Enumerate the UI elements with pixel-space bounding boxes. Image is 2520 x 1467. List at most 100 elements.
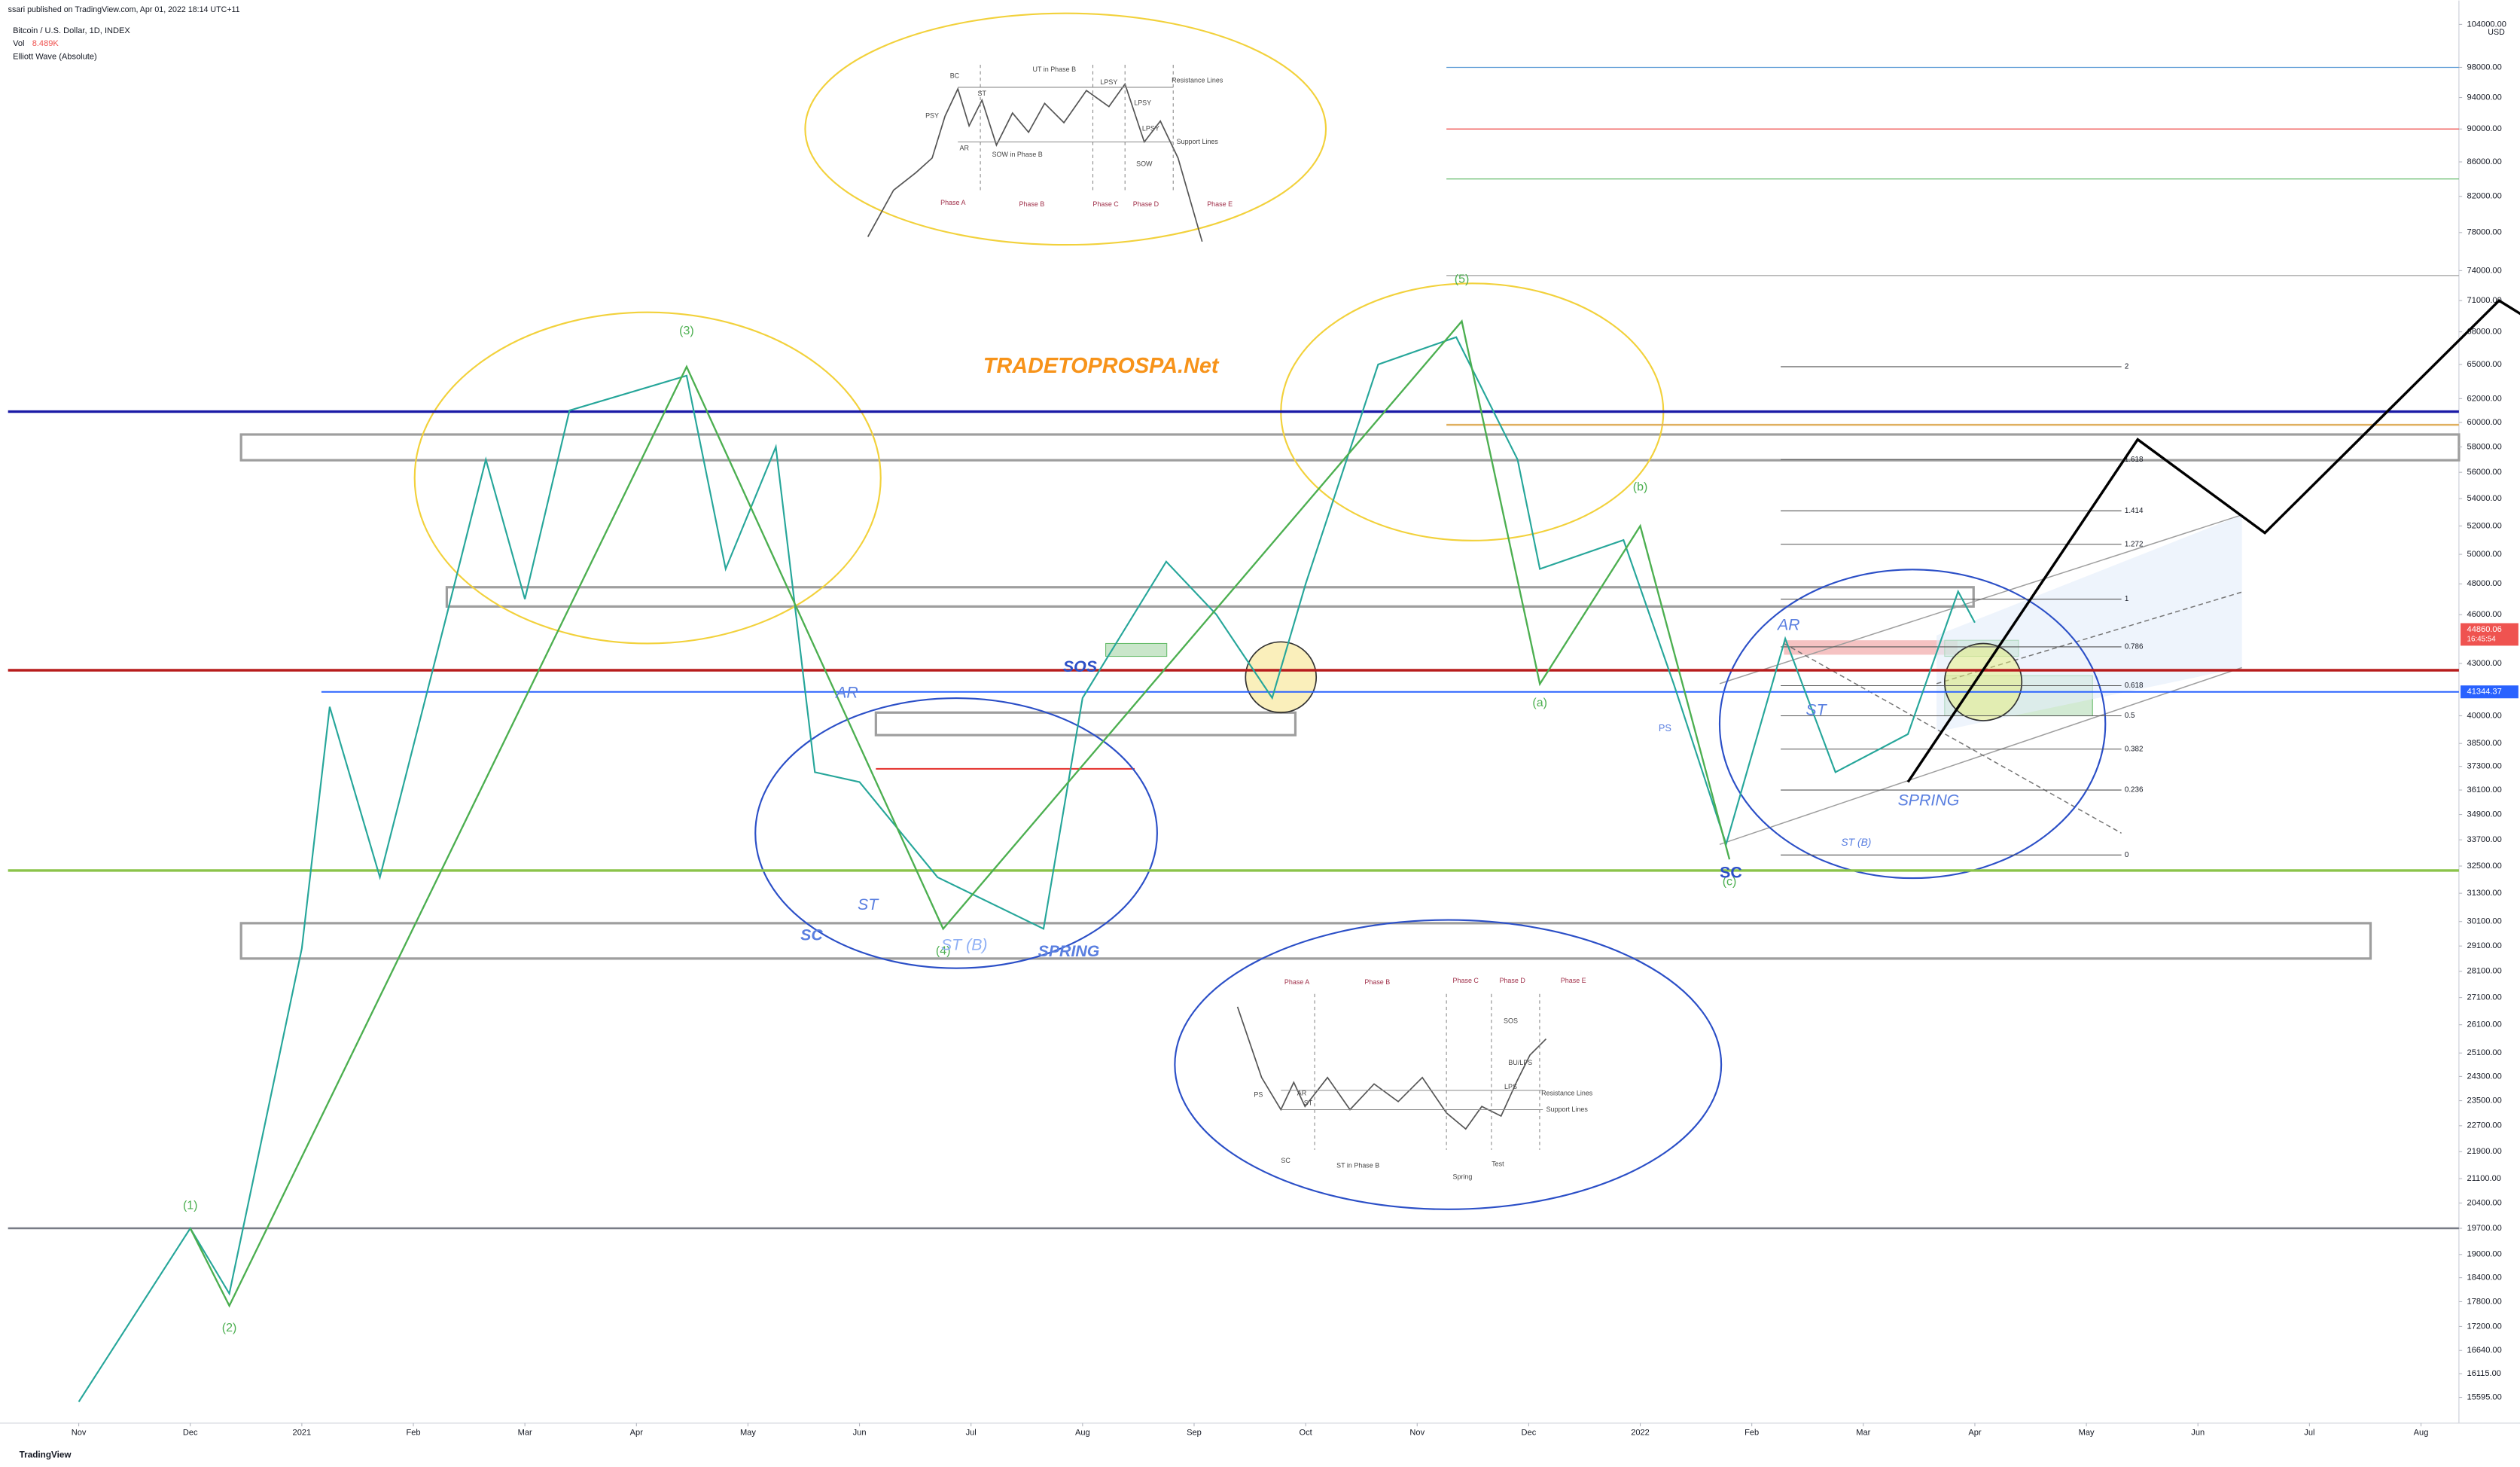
ellipse: [413, 311, 882, 645]
y-tick-label: 30100.00: [2467, 917, 2502, 926]
countdown: 16:45:54: [2467, 635, 2497, 643]
y-tick-label: 16115.00: [2467, 1369, 2501, 1378]
annotation: SPRING: [1038, 942, 1100, 960]
x-tick-label: Mar: [1856, 1428, 1870, 1437]
annotation: SPRING: [1898, 791, 1960, 809]
y-tick-label: 19000.00: [2467, 1250, 2502, 1259]
x-tick-label: Feb: [1744, 1428, 1759, 1437]
schematic-label: Resistance Lines: [1172, 77, 1223, 84]
y-tick-label: 86000.00: [2467, 157, 2502, 166]
schematic-label: Phase B: [1364, 978, 1390, 986]
schematic-dividers: [1314, 993, 1540, 1150]
schematic-path: [1236, 1006, 1547, 1130]
y-tick-label: 32500.00: [2467, 862, 2502, 871]
currency: USD: [2488, 28, 2505, 37]
zone-box: [239, 433, 2461, 462]
y-tick-label: 18400.00: [2467, 1273, 2502, 1282]
x-tick-label: Jul: [2304, 1428, 2314, 1437]
wave-label: (2): [222, 1322, 237, 1334]
y-tick-label: 19700.00: [2467, 1224, 2502, 1233]
schematic-label: Phase D: [1499, 977, 1525, 984]
y-tick-label: 29100.00: [2467, 941, 2502, 950]
fib-label: 1.618: [2125, 456, 2144, 464]
schematic-label: LPSY: [1142, 125, 1159, 133]
annotation: ST: [858, 895, 879, 913]
fib-label: 0.618: [2125, 682, 2144, 690]
last-price-label: 44860.06: [2467, 625, 2502, 634]
symbol: Bitcoin / U.S. Dollar, 1D, INDEX: [13, 26, 130, 35]
schematic-label: Phase A: [940, 199, 965, 206]
annotation: SC: [1720, 863, 1742, 881]
schematic-label: PS: [1254, 1091, 1263, 1099]
y-tick-label: 56000.00: [2467, 468, 2502, 477]
y-tick-label: 82000.00: [2467, 192, 2502, 201]
schematic-label: SOW: [1136, 160, 1153, 168]
y-tick-label: 24300.00: [2467, 1072, 2502, 1081]
y-tick-label: 34900.00: [2467, 810, 2502, 819]
y-tick-label: 60000.00: [2467, 418, 2502, 427]
schematic-label: AR: [1297, 1090, 1307, 1097]
y-tick-label: 94000.00: [2467, 93, 2502, 102]
schematic-label: BU/LPS: [1508, 1059, 1532, 1066]
y-tick-label: 48000.00: [2467, 579, 2502, 588]
schematic-label: ST: [1304, 1099, 1313, 1106]
y-tick-label: 33700.00: [2467, 835, 2502, 844]
y-tick-label: 62000.00: [2467, 394, 2502, 403]
schematic-label: Phase E: [1207, 200, 1233, 208]
fib-label: 2: [2125, 363, 2128, 371]
y-tick-label: 17800.00: [2467, 1297, 2502, 1306]
y-tick-label: 74000.00: [2467, 266, 2502, 275]
x-tick-label: 2022: [1631, 1428, 1650, 1437]
price-line: [78, 336, 1976, 1402]
schematic-label: SOS: [1504, 1017, 1518, 1024]
annotation: SC: [800, 926, 823, 944]
fib-label: 1.414: [2125, 507, 2144, 515]
y-tick-label: 50000.00: [2467, 550, 2502, 559]
schematic-label: Phase A: [1284, 978, 1309, 986]
dashed-line: [1784, 642, 2122, 834]
schematic-label: Phase C: [1453, 977, 1479, 984]
schematic-label: AR: [960, 144, 970, 151]
circle-marker: [1245, 641, 1318, 714]
fib-label: 0: [2125, 851, 2129, 859]
supply-zone: [1784, 640, 1958, 655]
schematic-label: Support Lines: [1177, 138, 1219, 145]
x-tick-label: Aug: [2414, 1428, 2429, 1437]
fib-label: 1.272: [2125, 540, 2144, 548]
fib-label: 0.236: [2125, 786, 2144, 794]
annotation: ST (B): [1841, 836, 1871, 848]
schematic-label: ST in Phase B: [1336, 1162, 1379, 1170]
zone-box: [874, 711, 1297, 737]
x-tick-label: Dec: [183, 1428, 198, 1437]
y-tick-label: 71000.00: [2467, 296, 2502, 305]
x-tick-label: Jun: [853, 1428, 867, 1437]
wave-label: (3): [679, 325, 694, 337]
schematic-label: Phase D: [1133, 200, 1159, 208]
fib-label: 0.382: [2125, 745, 2144, 753]
y-tick-label: 21100.00: [2467, 1174, 2501, 1183]
x-tick-label: Jun: [2191, 1428, 2205, 1437]
schematic-label: Phase E: [1561, 977, 1586, 984]
zone-box: [239, 922, 2372, 960]
annotation: SOS: [1063, 657, 1097, 676]
projection-line: [1906, 298, 2520, 783]
fib-label: 0.5: [2125, 712, 2135, 720]
y-tick-label: 25100.00: [2467, 1048, 2502, 1057]
y-tick-label: 58000.00: [2467, 442, 2502, 451]
y-tick-label: 36100.00: [2467, 785, 2502, 794]
wave-label: (5): [1455, 273, 1470, 285]
y-tick-label: 65000.00: [2467, 360, 2502, 369]
x-tick-label: Mar: [518, 1428, 532, 1437]
y-tick-label: 68000.00: [2467, 328, 2502, 337]
y-tick-label: 43000.00: [2467, 659, 2502, 668]
x-tick-label: Feb: [406, 1428, 420, 1437]
x-tick-label: 2021: [293, 1428, 312, 1437]
y-tick-label: 22700.00: [2467, 1121, 2502, 1130]
wave-label: (c): [1723, 875, 1737, 888]
schematic-label: PSY: [925, 112, 939, 120]
y-tick-label: 27100.00: [2467, 993, 2502, 1002]
y-tick-label: 104000.00: [2467, 20, 2506, 29]
zone-box: [445, 586, 1975, 608]
